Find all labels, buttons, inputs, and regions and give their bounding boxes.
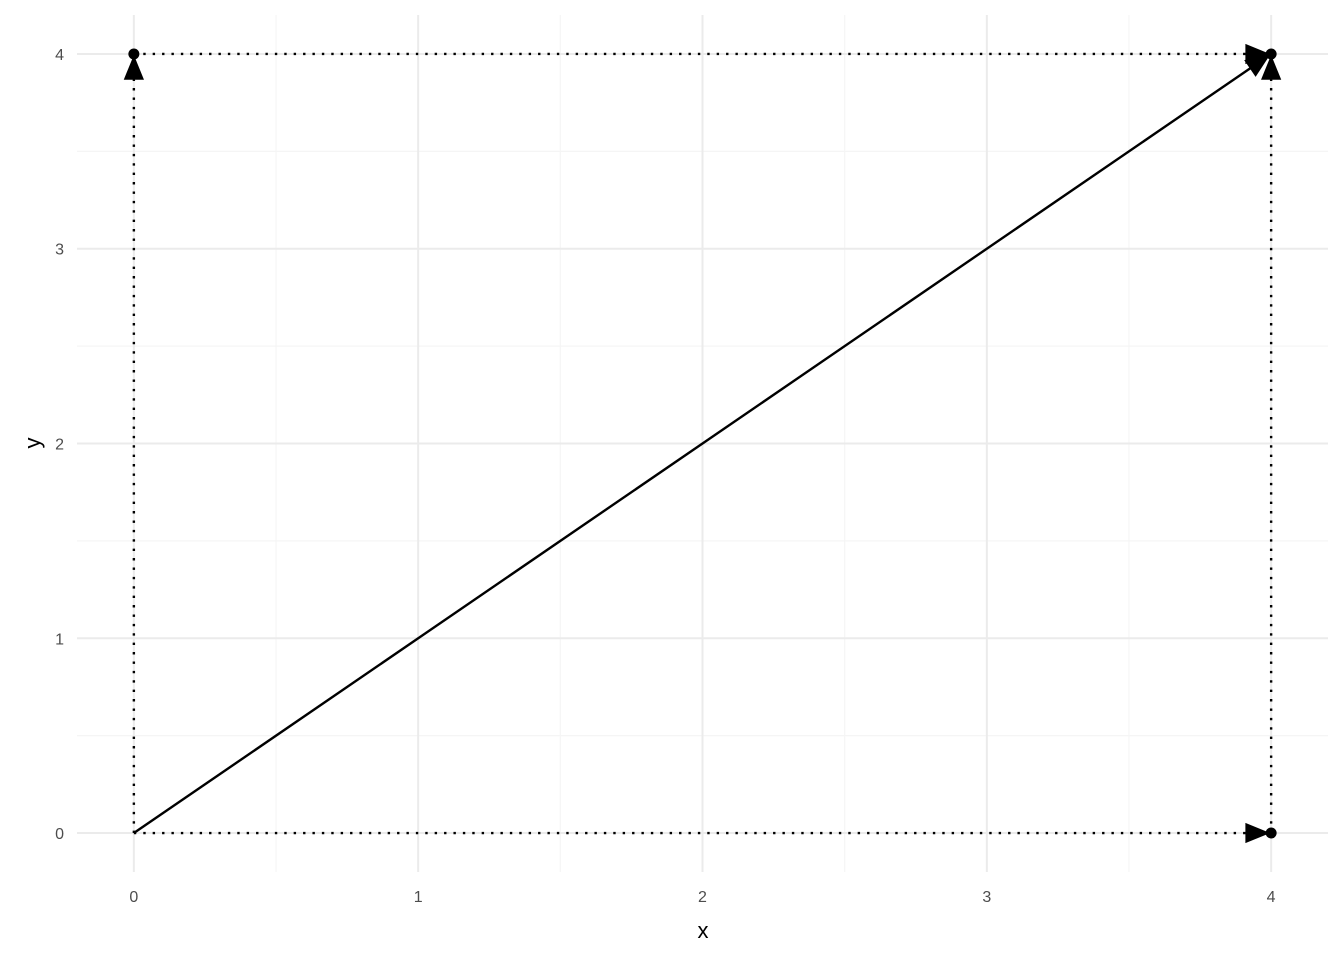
x-tick-label: 0 [129,889,138,906]
x-tick-labels: 0 1 2 3 4 [129,889,1275,906]
solid-segment [133,57,1266,835]
arrowhead [1261,54,1282,80]
arrowhead [1245,822,1271,844]
y-tick-label: 3 [55,242,64,259]
y-tick-label: 2 [55,437,64,454]
arrowhead [1245,43,1271,65]
x-tick-label: 4 [1267,889,1276,906]
y-tick-label: 1 [55,631,64,648]
data-point [1265,48,1277,60]
y-tick-label: 0 [55,826,64,843]
x-tick-label: 2 [698,889,707,906]
data-point [1265,827,1277,839]
x-axis-title: x [698,918,709,943]
x-tick-label: 1 [414,889,423,906]
y-tick-label: 4 [55,47,64,64]
arrowhead [123,54,144,80]
marks [123,43,1282,844]
y-tick-labels: 0 1 2 3 4 [55,47,64,843]
x-tick-label: 3 [982,889,991,906]
data-point [128,48,140,60]
y-axis-title: y [20,438,45,449]
